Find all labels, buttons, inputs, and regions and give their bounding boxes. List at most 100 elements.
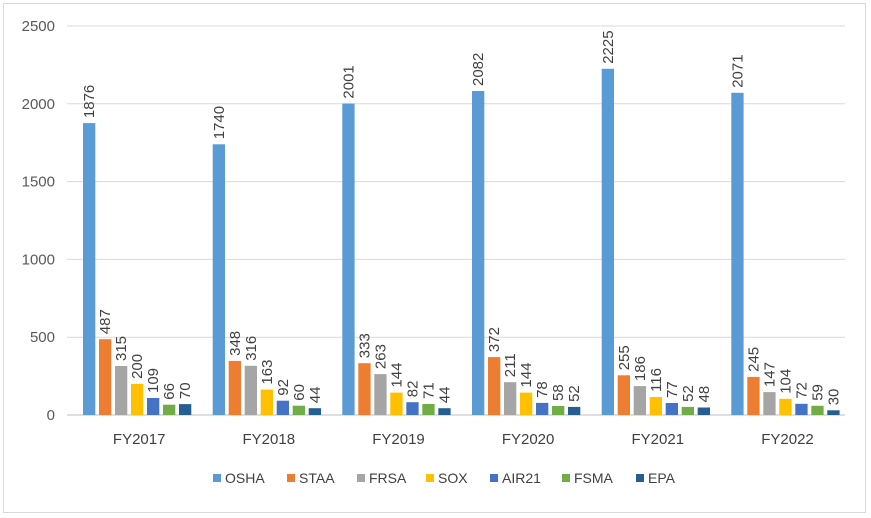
bar-osha	[601, 68, 614, 416]
legend-label: FSMA	[574, 470, 614, 486]
chart-frame	[3, 3, 866, 513]
bar-epa	[697, 407, 710, 415]
bar-air21	[406, 402, 419, 415]
bar-sox	[390, 392, 403, 415]
bar-staa	[747, 376, 760, 415]
bar-osha	[212, 144, 225, 416]
bar-osha	[731, 92, 744, 416]
bar-frsa	[115, 366, 128, 415]
bar-osha	[342, 103, 355, 415]
bar-sox	[520, 392, 533, 415]
bar-frsa	[763, 392, 776, 415]
legend-label: SOX	[438, 470, 468, 486]
legend-swatch	[426, 474, 434, 482]
data-label: 316	[243, 336, 260, 361]
bar-epa	[179, 404, 192, 415]
data-label: 2082	[470, 53, 487, 86]
data-label: 66	[161, 383, 178, 400]
legend-swatch	[357, 474, 365, 482]
bar-sox	[260, 389, 273, 415]
data-label: 372	[486, 327, 503, 352]
bar-staa	[488, 357, 501, 415]
y-tick-label: 2000	[22, 96, 55, 113]
data-label: 163	[259, 360, 276, 385]
data-label: 44	[437, 387, 454, 404]
bar-air21	[147, 398, 160, 415]
bar-frsa	[374, 374, 387, 415]
legend-swatch	[636, 474, 644, 482]
y-tick-label: 0	[47, 407, 55, 424]
category-label: FY2020	[502, 431, 555, 448]
bar-air21	[665, 403, 678, 415]
data-label: 52	[680, 385, 697, 402]
data-label: 70	[177, 382, 194, 399]
data-label: 30	[826, 389, 843, 406]
legend-label: STAA	[299, 470, 335, 486]
y-tick-label: 1500	[22, 174, 55, 191]
data-label: 1876	[81, 85, 98, 118]
data-label: 1740	[211, 106, 228, 139]
legend-label: AIR21	[502, 470, 541, 486]
data-label: 245	[746, 347, 763, 372]
bar-fsma	[811, 405, 824, 415]
bar-air21	[795, 403, 808, 415]
category-label: FY2019	[372, 431, 425, 448]
data-label: 2071	[730, 54, 747, 87]
bars	[83, 68, 840, 416]
data-label: 48	[696, 386, 713, 403]
y-axis-tick-labels: 0 500 1000 1500 2000 2500	[22, 18, 55, 424]
data-label: 2225	[600, 30, 617, 63]
category-label: FY2018	[243, 431, 296, 448]
data-label: 60	[291, 384, 308, 401]
bar-fsma	[292, 405, 305, 415]
bar-fsma	[422, 404, 435, 415]
data-label: 72	[794, 382, 811, 399]
y-tick-label: 500	[30, 329, 55, 346]
category-label: FY2021	[632, 431, 685, 448]
x-axis-category-labels: FY2017 FY2018 FY2019 FY2020 FY2021 FY2022	[113, 431, 814, 448]
data-label: 348	[227, 331, 244, 356]
data-label: 71	[421, 382, 438, 399]
data-label: 78	[534, 381, 551, 398]
legend-label: FRSA	[369, 470, 407, 486]
bar-staa	[228, 360, 241, 415]
data-label: 52	[566, 385, 583, 402]
bar-epa	[827, 410, 840, 415]
data-label: 116	[648, 368, 665, 392]
legend-swatch	[562, 474, 570, 482]
data-label: 144	[518, 363, 535, 388]
bar-fsma	[681, 406, 694, 415]
bar-staa	[358, 363, 371, 415]
bar-staa	[99, 339, 112, 415]
data-label: 104	[778, 369, 795, 394]
data-label: 186	[632, 356, 649, 381]
data-label: 255	[616, 345, 633, 370]
data-label: 58	[550, 384, 567, 401]
data-label: 144	[389, 363, 406, 388]
legend-swatch	[490, 474, 498, 482]
data-label: 333	[357, 333, 374, 358]
bar-epa	[438, 408, 451, 415]
data-label: 92	[275, 379, 292, 396]
legend-swatch	[287, 474, 295, 482]
bar-air21	[276, 400, 289, 415]
data-label: 211	[502, 353, 519, 377]
bar-frsa	[633, 386, 646, 415]
data-label: 2001	[341, 65, 358, 98]
bar-sox	[649, 397, 662, 415]
legend-label: EPA	[648, 470, 676, 486]
legend-label: OSHA	[225, 470, 265, 486]
bar-osha	[472, 91, 485, 415]
bar-frsa	[504, 382, 517, 415]
bar-staa	[617, 375, 630, 415]
data-label: 82	[405, 381, 422, 398]
bar-epa	[568, 406, 581, 415]
bar-epa	[308, 408, 321, 415]
bar-fsma	[163, 404, 176, 415]
data-label: 77	[664, 381, 681, 398]
data-label: 59	[810, 384, 827, 401]
bar-frsa	[244, 365, 257, 415]
y-tick-label: 1000	[22, 251, 55, 268]
category-label: FY2022	[761, 431, 814, 448]
